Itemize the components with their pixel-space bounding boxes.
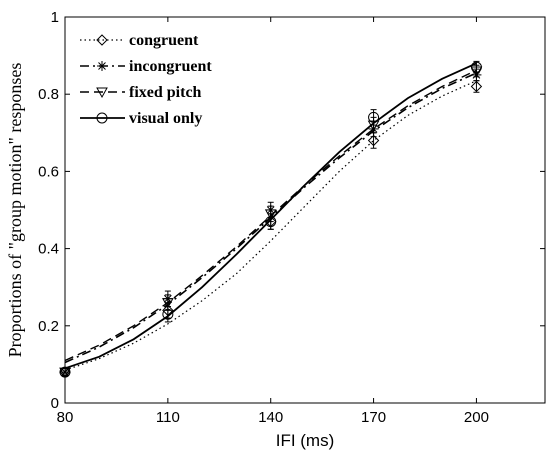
data-point-visual-only (162, 308, 174, 320)
y-tick-label: 0.6 (38, 163, 59, 180)
legend-label: fixed pitch (129, 84, 202, 101)
legend-item-incongruent: incongruent (80, 58, 212, 75)
series-visual-only (59, 60, 482, 378)
legend-marker-visual-only (96, 112, 108, 124)
x-axis-title: IFI (ms) (276, 431, 335, 450)
asterisk-stroke (98, 62, 106, 70)
data-point-congruent (367, 134, 380, 147)
legend-item-fixed-pitch: fixed pitch (80, 84, 202, 101)
data-point-visual-only (59, 366, 71, 378)
y-tick-label: 0 (51, 395, 59, 412)
legend-label: visual only (129, 110, 202, 127)
legend-marker-fixed-pitch (96, 87, 108, 99)
y-axis-title: Proportions of "group motion" responses (5, 63, 25, 358)
legend-label: incongruent (129, 58, 212, 75)
x-tick-label: 140 (258, 409, 283, 426)
legend: congruent incongruent fixed pitch visual on… (71, 22, 261, 137)
x-tick-label: 200 (464, 409, 489, 426)
data-point-visual-only (265, 216, 277, 228)
x-tick-label: 80 (57, 409, 74, 426)
y-tick-label: 0.8 (38, 86, 59, 103)
legend-label: congruent (129, 32, 199, 49)
y-tick-label: 0.2 (38, 318, 59, 335)
axis-ticks: 80 110 140 170 200 0 0.2 0.4 0.6 0.8 1 (38, 9, 545, 426)
legend-marker-incongruent (97, 61, 107, 71)
data-point-fixed-pitch (162, 298, 174, 309)
legend-item-visual-only: visual only (80, 110, 202, 127)
data-point-visual-only (368, 111, 380, 123)
legend-item-congruent: congruent (80, 32, 199, 49)
series-layer (59, 60, 483, 379)
legend-marker-congruent (96, 34, 108, 46)
plot-area-frame (64, 16, 546, 404)
data-point-congruent (470, 80, 483, 93)
y-tick-label: 0.4 (38, 241, 59, 258)
x-tick-label: 170 (361, 409, 386, 426)
y-tick-label: 1 (51, 9, 59, 26)
data-point-visual-only (470, 61, 482, 73)
x-tick-label: 110 (156, 409, 180, 426)
